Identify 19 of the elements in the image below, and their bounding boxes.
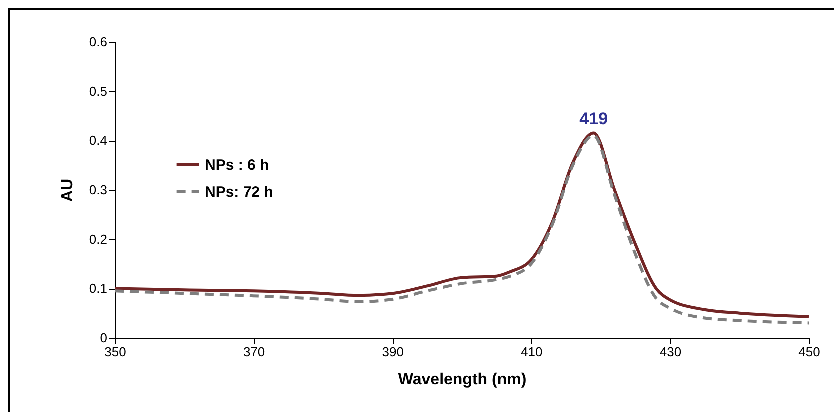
x-tick-label: 350: [104, 344, 126, 360]
x-tick-label: 410: [521, 344, 543, 360]
y-tick-label: 0.6: [89, 34, 108, 50]
x-tick-label: 450: [798, 344, 820, 360]
y-tick-label: 0.3: [89, 182, 108, 198]
y-tick-label: 0.5: [89, 84, 108, 99]
y-tick-label: 0.4: [89, 133, 108, 148]
x-tick-label: 430: [660, 344, 682, 360]
y-tick-label: 0: [100, 330, 108, 346]
y-tick-label: 0.1: [89, 281, 108, 296]
y-tick-label: 0.2: [89, 232, 108, 247]
legend-label: NPs: 72 h: [205, 184, 274, 201]
annotation: 419: [580, 109, 608, 128]
legend-label: NPs : 6 h: [205, 157, 270, 174]
x-axis-title: Wavelength (nm): [398, 372, 527, 388]
x-tick-label: 390: [382, 344, 404, 360]
y-axis-title: AU: [59, 178, 76, 202]
x-tick-label: 370: [243, 344, 266, 360]
frame: 350 370 390 410 430 450 Wavelength (nm) 0 0.1 0.2 0.3 0.4 0.5 0.6 AU 419 NPs : 6 h NPs: 72 h: [8, 8, 834, 412]
